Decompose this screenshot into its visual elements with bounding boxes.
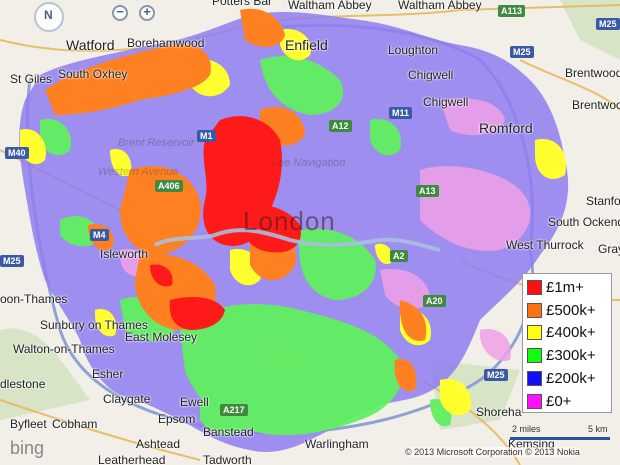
place-label-chigwell: Chigwell (408, 68, 454, 82)
road-shield: M25 (510, 46, 534, 58)
place-label-western-avenue: Western Avenue (98, 166, 179, 178)
place-label-gray: Gray (598, 242, 620, 256)
legend-label: £1m+ (546, 278, 584, 296)
place-label-stanford: Stanfo (586, 194, 620, 208)
place-label-south-oxhey: South Oxhey (58, 67, 128, 81)
place-label-sunbury: Sunbury on Thames (40, 318, 148, 332)
place-label-brent-reservoir: Brent Reservoir (118, 137, 195, 149)
legend-label: £200k+ (546, 370, 596, 388)
legend-label: £0+ (546, 392, 572, 410)
compass-ring-icon (34, 2, 64, 32)
place-label-walton: Walton-on-Thames (13, 342, 115, 356)
legend-item: £500k+ (527, 299, 607, 322)
road-shield: M25 (596, 18, 620, 30)
legend-item: £1m+ (527, 276, 607, 299)
road-shield: A20 (423, 295, 446, 307)
zoom-out-button[interactable]: − (112, 4, 128, 21)
place-label-london: London (243, 206, 336, 236)
road-shield: A13 (416, 185, 439, 197)
place-label-shoreham: Shoreha (476, 405, 522, 419)
place-label-tadworth: Tadworth (203, 453, 252, 465)
place-label-addlestone: dlestone (0, 377, 46, 391)
scale-miles-label: 2 miles (512, 424, 541, 434)
place-label-claygate: Claygate (103, 392, 151, 406)
legend-label: £400k+ (546, 324, 596, 342)
road-shield: M40 (5, 147, 29, 159)
legend-swatch (527, 302, 542, 318)
road-shield: M4 (90, 229, 109, 241)
scale-bar-segment (558, 437, 610, 440)
place-label-enfield: Enfield (285, 37, 328, 53)
road-shield: M25 (484, 369, 508, 381)
place-label-brentwood: Brentwood (565, 66, 620, 80)
place-label-south-ockendon: South Ockendon (548, 215, 620, 229)
road-shield: A12 (329, 120, 352, 132)
place-label-ewell: Ewell (180, 395, 209, 409)
plus-icon: + (143, 4, 151, 19)
place-label-warlingham: Warlingham (305, 437, 369, 451)
place-label-west-thurrock: West Thurrock (506, 238, 584, 252)
legend-swatch (527, 393, 542, 409)
place-label-epsom: Epsom (158, 412, 196, 426)
legend: £1m+ £500k+ £400k+ £300k+ £200k+ £0+ (522, 273, 612, 413)
compass-control[interactable]: N (32, 2, 72, 32)
place-label-isleworth: Isleworth (100, 247, 149, 261)
road-shield: A217 (220, 404, 248, 416)
place-label-brentwood-2: Brentwood (572, 98, 620, 112)
bing-logo: bing (10, 438, 45, 458)
place-label-ashtead: Ashtead (136, 437, 181, 451)
road-shield: A406 (155, 180, 183, 192)
legend-swatch (527, 348, 542, 364)
scale-km-label: 5 km (588, 424, 608, 434)
road-shield: M25 (0, 255, 24, 267)
legend-swatch (527, 279, 542, 295)
road-shield: M1 (197, 130, 216, 142)
place-label-waltham-abbey: Waltham Abbey (288, 0, 372, 12)
place-label-romford: Romford (479, 120, 533, 136)
legend-label: £300k+ (546, 347, 596, 365)
place-label-east-molesey: East Molesey (125, 330, 198, 344)
legend-item: £300k+ (527, 344, 607, 367)
place-label-cobham: Cobham (52, 417, 98, 431)
place-label-potters-bar: Potters Bar (212, 0, 273, 8)
legend-item: £400k+ (527, 322, 607, 345)
road-shield: A2 (390, 250, 408, 262)
place-label-banstead: Banstead (203, 425, 254, 439)
minus-icon: − (116, 4, 124, 19)
road-shield: M11 (389, 107, 413, 119)
legend-label: £500k+ (546, 301, 596, 319)
legend-item: £0+ (527, 390, 607, 413)
place-label-waltham-abbey-2: Waltham Abbey (398, 0, 482, 12)
scale-bar: 2 miles 5 km (510, 424, 615, 448)
place-label-loughton: Loughton (388, 43, 439, 57)
place-label-chigwell-2: Chigwell (423, 95, 469, 109)
copyright-notice: © 2013 Microsoft Corporation © 2013 Noki… (405, 447, 580, 457)
road-shield: A113 (498, 5, 526, 17)
place-label-esher: Esher (92, 367, 124, 381)
scale-bar-segment (510, 437, 558, 440)
place-label-lee-navigation: Lee Navigation (272, 157, 346, 169)
place-label-leatherhead: Leatherhead (98, 453, 166, 465)
legend-item: £200k+ (527, 367, 607, 390)
place-label-st-giles: St Giles (10, 72, 53, 86)
place-label-kingston-thames: oon-Thames (0, 292, 68, 306)
place-label-borehamwood: Borehamwood (127, 36, 205, 50)
legend-swatch (527, 325, 542, 341)
north-label: N (44, 8, 53, 22)
zoom-in-button[interactable]: + (139, 4, 155, 21)
legend-swatch (527, 371, 542, 387)
place-label-byfleet: Byfleet (10, 417, 47, 431)
place-label-watford: Watford (66, 37, 115, 53)
